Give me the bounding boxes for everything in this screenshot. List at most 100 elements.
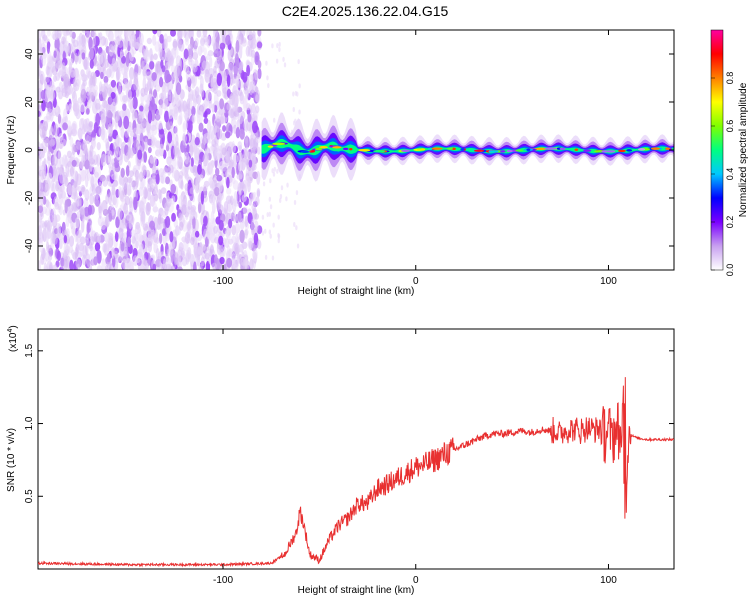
- noise-speckle: [213, 225, 218, 235]
- noise-speckle: [239, 229, 245, 244]
- noise-speckle: [84, 144, 88, 155]
- noise-speckle: [181, 236, 187, 243]
- noise-speckle: [67, 183, 73, 196]
- noise-speckle: [226, 103, 231, 111]
- noise-speckle: [187, 120, 193, 134]
- sparse-speckle: [296, 243, 300, 249]
- noise-speckle: [235, 75, 239, 90]
- noise-speckle: [237, 151, 243, 163]
- noise-speckle: [84, 159, 90, 170]
- noise-speckle: [150, 178, 155, 189]
- noise-speckle: [95, 199, 100, 208]
- noise-speckle: [216, 72, 223, 86]
- colorbar-tick-label: 0.4: [725, 168, 735, 181]
- noise-speckle: [53, 170, 59, 184]
- noise-speckle: [200, 256, 205, 267]
- noise-speckle: [106, 260, 112, 270]
- noise-speckle: [203, 117, 209, 124]
- noise-speckle: [40, 42, 46, 57]
- noise-speckle: [257, 239, 262, 250]
- noise-speckle: [139, 200, 144, 212]
- noise-speckle: [256, 189, 261, 198]
- noise-speckle: [242, 71, 248, 83]
- noise-speckle: [200, 212, 204, 226]
- noise-speckle: [88, 121, 94, 128]
- noise-speckle: [212, 74, 217, 83]
- sparse-speckle: [294, 90, 298, 96]
- sparse-speckle: [273, 166, 276, 172]
- noise-speckle: [234, 52, 239, 67]
- noise-speckle: [45, 76, 50, 83]
- signal-hotspot: [267, 145, 274, 148]
- noise-speckle: [225, 195, 232, 204]
- noise-speckle: [171, 212, 176, 222]
- noise-speckle: [216, 174, 223, 182]
- noise-speckle: [69, 235, 75, 247]
- sparse-speckle: [266, 75, 269, 81]
- noise-speckle: [147, 240, 153, 253]
- noise-speckle: [250, 218, 255, 233]
- noise-speckle: [190, 157, 194, 168]
- noise-speckle: [248, 198, 253, 206]
- noise-speckle: [186, 221, 192, 231]
- noise-speckle: [161, 228, 166, 237]
- noise-speckle: [49, 80, 55, 89]
- noise-speckle: [245, 175, 251, 188]
- noise-speckle: [116, 35, 121, 43]
- noise-speckle: [89, 91, 95, 100]
- noise-speckle: [160, 59, 164, 69]
- noise-speckle: [186, 98, 191, 110]
- noise-speckle: [226, 257, 233, 268]
- noise-speckle: [240, 257, 246, 266]
- noise-speckle: [183, 48, 189, 60]
- noise-speckle: [107, 96, 113, 105]
- noise-speckle: [143, 186, 148, 200]
- noise-speckle: [238, 243, 244, 253]
- noise-speckle: [217, 193, 222, 208]
- signal-hotspot: [626, 149, 633, 152]
- noise-speckle: [254, 69, 259, 81]
- noise-speckle: [225, 150, 231, 165]
- colorbar-tick-label: 0.0: [725, 264, 735, 277]
- noise-speckle: [164, 176, 171, 185]
- noise-speckle: [231, 235, 237, 244]
- noise-speckle: [133, 196, 138, 211]
- spectrogram-y-tick-label: -20: [24, 190, 35, 205]
- noise-speckle: [157, 213, 162, 225]
- noise-speckle: [170, 183, 177, 194]
- noise-speckle: [257, 60, 262, 69]
- noise-speckle: [46, 112, 52, 120]
- noise-speckle: [256, 41, 263, 49]
- signal-hotspot: [583, 149, 592, 152]
- noise-speckle: [152, 89, 158, 99]
- noise-speckle: [235, 39, 240, 53]
- noise-speckle: [246, 64, 251, 77]
- noise-speckle: [41, 168, 47, 180]
- noise-speckle: [182, 120, 188, 131]
- noise-speckle: [80, 236, 86, 245]
- signal-hotspot: [319, 146, 328, 149]
- signal-hotspot: [638, 148, 646, 151]
- noise-speckle: [201, 60, 207, 70]
- noise-speckle: [56, 250, 61, 262]
- sparse-speckle: [268, 196, 272, 202]
- noise-speckle: [227, 62, 234, 77]
- noise-speckle: [152, 202, 157, 213]
- noise-speckle: [120, 167, 125, 178]
- noise-speckle: [244, 215, 249, 228]
- signal-hotspot: [311, 149, 316, 153]
- noise-speckle: [101, 200, 108, 214]
- noise-speckle: [77, 185, 82, 193]
- sparse-speckle: [292, 91, 295, 97]
- noise-speckle: [100, 221, 107, 231]
- noise-speckle: [158, 47, 163, 59]
- noise-speckle: [40, 89, 46, 100]
- colorbar-gradient: [710, 29, 724, 271]
- noise-speckle: [42, 34, 48, 42]
- noise-speckle: [123, 222, 128, 229]
- noise-speckle: [201, 243, 206, 251]
- noise-speckle: [44, 138, 50, 148]
- noise-speckle: [194, 230, 200, 238]
- noise-speckle: [237, 182, 244, 196]
